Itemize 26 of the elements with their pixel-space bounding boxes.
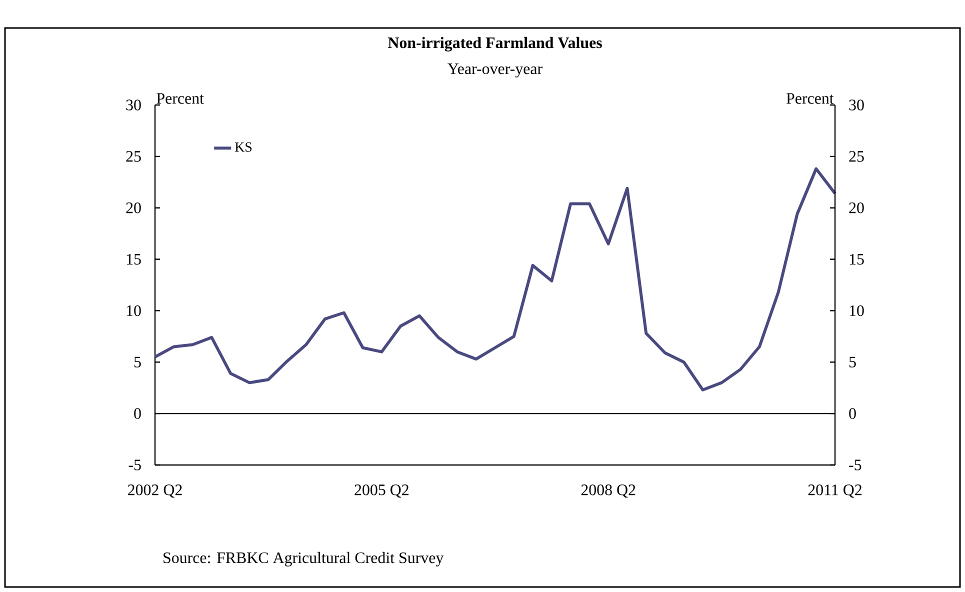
y-tick-label: -5 [128,460,141,470]
chart-title: Non-irrigated Farmland Values [388,36,602,52]
x-tick-label: 2005 Q2 [354,484,408,498]
y-axis-title: Percent [156,93,204,104]
x-tick-label: 2011 Q2 [808,484,862,498]
y-tick-label: 0 [134,408,141,419]
y2-tick-label: 15 [850,254,864,265]
y2-tick-label: 0 [849,408,856,419]
y2-axis-title: Percent [786,93,834,104]
chart-subtitle: Year-over-year [448,64,542,78]
y2-tick-label: 30 [849,100,864,110]
x-tick-label: 2008 Q2 [581,484,636,498]
y2-tick-label: 25 [849,151,864,162]
y-tick-label: 20 [126,202,141,214]
y-tick-label: 5 [134,356,141,368]
y2-tick-label: 20 [849,202,864,214]
y-tick-label: 25 [126,151,141,162]
y-tick-label: 10 [126,305,141,316]
y-tick-label: 15 [126,254,141,265]
y2-tick-label: -5 [849,460,862,470]
legend-label: KS [235,142,252,152]
y2-tick-label: 5 [849,356,856,368]
y2-tick-label: 10 [850,305,864,316]
x-tick-label: 2002 Q2 [128,484,182,498]
source-note: Source: FRBKC Agricultural Credit Survey [164,552,444,566]
y-tick-label: 30 [126,100,141,110]
